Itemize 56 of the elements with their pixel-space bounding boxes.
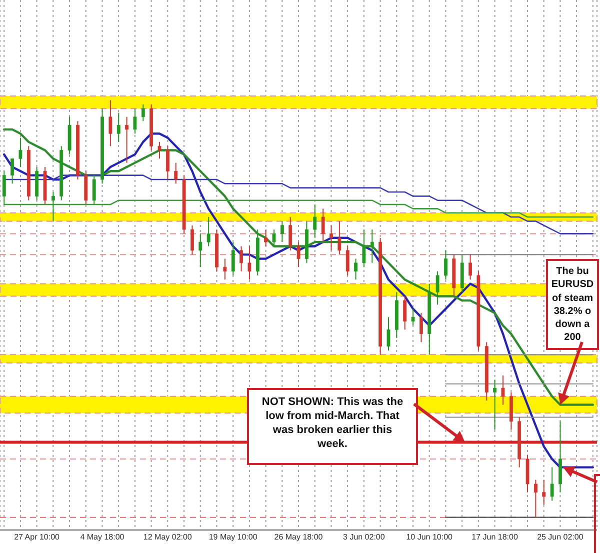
candlestick [125,116,128,164]
candlestick [354,258,358,280]
candlestick [280,220,284,243]
candlestick [231,242,235,276]
x-tick-label: 3 Jun 02:00 [343,532,386,542]
candlestick [174,162,178,184]
candlestick [468,254,472,280]
candlestick [550,466,554,502]
candlestick [313,204,317,238]
candlestick [198,233,202,268]
candlestick [166,146,170,180]
candlestick [386,316,390,352]
candlestick [296,242,300,268]
candlestick [240,246,243,272]
candlestick [51,192,55,222]
candlestick [493,379,496,430]
candlestick [141,104,145,122]
x-tick-label: 10 Jun 10:00 [406,532,454,542]
candlestick [272,229,276,247]
candlestick [420,312,423,343]
candlestick [542,479,546,506]
x-tick-label: 17 Jun 18:00 [472,532,518,542]
candlestick [2,170,6,206]
candlestick [330,224,333,251]
candlestick [288,216,292,251]
candlestick [444,250,448,280]
candlestick [158,141,162,160]
candlestick [436,270,440,306]
candlestick [116,112,120,142]
candlestick [534,479,538,518]
candlestick [190,224,194,256]
candlestick [92,174,96,206]
candlestick [346,246,350,276]
candlestick [10,158,14,184]
x-tick-label: 25 Jun 02:00 [537,532,584,542]
x-tick-label: 19 May 10:00 [208,532,258,542]
candlestick [248,246,252,280]
annotation: The bu EURUSD of steam 38.2% o down a 200 [550,265,595,345]
candlestick [264,229,268,247]
candlestick [403,296,407,330]
candlestick [501,375,505,406]
candlestick [108,100,112,147]
candlestick [206,216,210,247]
candlestick [411,308,415,326]
x-tick-label: 4 May 18:00 [80,532,125,542]
candlestick [338,220,342,256]
annotation: NOT SHOWN: This was the low from mid-March. That was broken earlier this week. [260,395,404,451]
candlestick [370,229,374,264]
candlestick [362,229,366,268]
candlestick [133,108,137,134]
x-tick-label: 27 Apr 10:00 [14,532,60,542]
x-tick-label: 12 May 02:00 [143,532,192,542]
candlestick [321,208,325,243]
candlestick [223,258,227,280]
candlestick [18,137,22,168]
x-tick-label: 26 May 18:00 [274,532,324,542]
